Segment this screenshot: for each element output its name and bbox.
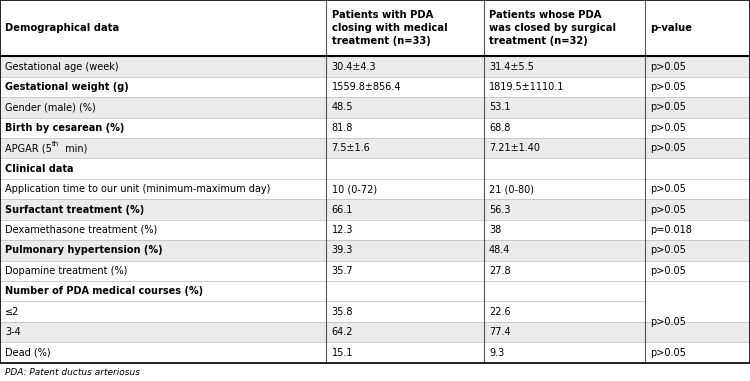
Text: 81.8: 81.8 bbox=[332, 123, 352, 133]
Text: 15.1: 15.1 bbox=[332, 347, 353, 357]
Text: 64.2: 64.2 bbox=[332, 327, 353, 337]
Text: Dopamine treatment (%): Dopamine treatment (%) bbox=[5, 266, 128, 276]
Text: ≤2: ≤2 bbox=[5, 307, 20, 317]
Text: 35.7: 35.7 bbox=[332, 266, 353, 276]
Text: 48.5: 48.5 bbox=[332, 102, 353, 112]
Bar bbox=[645, 322, 750, 342]
Text: 1819.5±1110.1: 1819.5±1110.1 bbox=[489, 82, 564, 92]
Text: Pulmonary hypertension (%): Pulmonary hypertension (%) bbox=[5, 245, 163, 255]
Bar bbox=[645, 301, 750, 342]
Text: Dexamethasone treatment (%): Dexamethasone treatment (%) bbox=[5, 225, 158, 235]
Text: 56.3: 56.3 bbox=[489, 205, 511, 215]
Text: p>0.05: p>0.05 bbox=[650, 62, 686, 72]
Text: p-value: p-value bbox=[650, 23, 692, 33]
Text: Gender (male) (%): Gender (male) (%) bbox=[5, 102, 96, 112]
Bar bbox=[0, 77, 750, 97]
Bar bbox=[0, 199, 750, 220]
Text: 9.3: 9.3 bbox=[489, 347, 504, 357]
Bar bbox=[0, 261, 750, 281]
Text: 53.1: 53.1 bbox=[489, 102, 511, 112]
Text: PDA: Patent ductus arteriosus: PDA: Patent ductus arteriosus bbox=[5, 368, 140, 377]
Text: p>0.05: p>0.05 bbox=[650, 266, 686, 276]
Text: 3-4: 3-4 bbox=[5, 327, 21, 337]
Bar bbox=[0, 220, 750, 240]
Text: 12.3: 12.3 bbox=[332, 225, 353, 235]
Text: min): min) bbox=[62, 143, 88, 153]
Text: 68.8: 68.8 bbox=[489, 123, 510, 133]
Bar bbox=[0, 281, 750, 301]
Text: p>0.05: p>0.05 bbox=[650, 184, 686, 194]
Text: Patients with PDA
closing with medical
treatment (n=33): Patients with PDA closing with medical t… bbox=[332, 10, 447, 46]
Text: Clinical data: Clinical data bbox=[5, 164, 74, 174]
Text: Birth by cesarean (%): Birth by cesarean (%) bbox=[5, 123, 124, 133]
Text: Demographical data: Demographical data bbox=[5, 23, 119, 33]
Text: p>0.05: p>0.05 bbox=[650, 102, 686, 112]
Bar bbox=[0, 322, 750, 342]
Bar bbox=[0, 118, 750, 138]
Text: 31.4±5.5: 31.4±5.5 bbox=[489, 62, 534, 72]
Bar bbox=[0, 97, 750, 118]
Bar bbox=[0, 240, 750, 261]
Text: 39.3: 39.3 bbox=[332, 245, 352, 255]
Text: 30.4±4.3: 30.4±4.3 bbox=[332, 62, 376, 72]
Text: 22.6: 22.6 bbox=[489, 307, 511, 317]
Text: Number of PDA medical courses (%): Number of PDA medical courses (%) bbox=[5, 286, 203, 296]
Text: 66.1: 66.1 bbox=[332, 205, 352, 215]
Text: 38: 38 bbox=[489, 225, 501, 235]
Bar bbox=[0, 158, 750, 179]
Bar bbox=[0, 179, 750, 199]
Text: APGAR (5: APGAR (5 bbox=[5, 143, 52, 153]
Text: p>0.05: p>0.05 bbox=[650, 245, 686, 255]
Text: p>0.05: p>0.05 bbox=[650, 143, 686, 153]
Text: p>0.05: p>0.05 bbox=[650, 205, 686, 215]
Text: p>0.05: p>0.05 bbox=[650, 82, 686, 92]
Text: 27.8: 27.8 bbox=[489, 266, 511, 276]
Text: p=0.018: p=0.018 bbox=[650, 225, 692, 235]
Bar bbox=[0, 56, 750, 77]
Text: Gestational weight (g): Gestational weight (g) bbox=[5, 82, 129, 92]
Bar bbox=[0, 301, 750, 322]
Text: 7.5±1.6: 7.5±1.6 bbox=[332, 143, 370, 153]
Bar bbox=[326, 0, 484, 56]
Text: 48.4: 48.4 bbox=[489, 245, 510, 255]
Text: 1559.8±856.4: 1559.8±856.4 bbox=[332, 82, 401, 92]
Bar bbox=[0, 342, 750, 363]
Text: Surfactant treatment (%): Surfactant treatment (%) bbox=[5, 205, 145, 215]
Bar bbox=[0, 0, 326, 56]
Text: 10 (0-72): 10 (0-72) bbox=[332, 184, 376, 194]
Bar bbox=[645, 0, 750, 56]
Text: 7.21±1.40: 7.21±1.40 bbox=[489, 143, 540, 153]
Bar bbox=[0, 138, 750, 158]
Text: p>0.05: p>0.05 bbox=[650, 123, 686, 133]
Text: Gestational age (week): Gestational age (week) bbox=[5, 62, 118, 72]
Text: 21 (0-80): 21 (0-80) bbox=[489, 184, 534, 194]
Bar bbox=[484, 0, 645, 56]
Text: Dead (%): Dead (%) bbox=[5, 347, 51, 357]
Text: th: th bbox=[52, 141, 59, 147]
Text: 35.8: 35.8 bbox=[332, 307, 353, 317]
Text: Patients whose PDA
was closed by surgical
treatment (n=32): Patients whose PDA was closed by surgica… bbox=[489, 10, 616, 46]
Text: Application time to our unit (minimum-maximum day): Application time to our unit (minimum-ma… bbox=[5, 184, 271, 194]
Text: p>0.05: p>0.05 bbox=[650, 347, 686, 357]
Text: 77.4: 77.4 bbox=[489, 327, 511, 337]
Text: p>0.05: p>0.05 bbox=[650, 317, 686, 327]
